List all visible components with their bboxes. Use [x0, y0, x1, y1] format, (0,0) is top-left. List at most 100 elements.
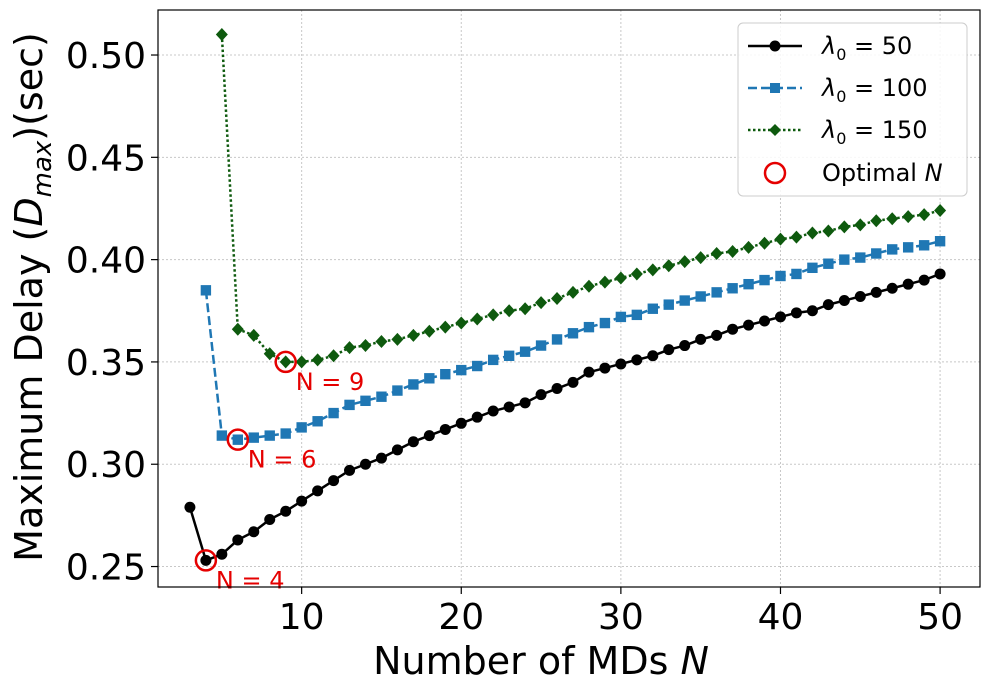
data-point	[871, 248, 882, 259]
data-point	[854, 218, 867, 232]
data-point	[280, 505, 292, 517]
data-point	[263, 347, 276, 361]
data-point	[567, 376, 579, 388]
data-point	[631, 354, 643, 366]
data-point	[918, 208, 931, 222]
data-point	[455, 417, 467, 429]
data-point	[487, 354, 499, 366]
data-point	[535, 296, 548, 310]
data-point	[822, 224, 835, 238]
data-point	[839, 254, 850, 265]
optimal-layer: N = 4 N = 6 N = 9	[194, 350, 364, 594]
data-point	[344, 399, 355, 411]
data-point	[247, 328, 260, 342]
y-axis-title-main: Maximum Delay (	[7, 227, 51, 562]
ticks: 10 20 30 40 50 0.25 0.30 0.35 0.40 0.45 0.50	[66, 36, 963, 638]
legend-marker-optimal-n	[763, 161, 787, 185]
data-point	[423, 430, 435, 442]
data-point	[312, 416, 323, 427]
data-point	[248, 526, 260, 538]
x-tick-label: 40	[758, 597, 804, 638]
legend-marker-lambda-150	[769, 124, 781, 136]
data-point	[407, 328, 420, 342]
data-point	[583, 321, 595, 333]
data-point	[407, 436, 419, 448]
data-point	[647, 303, 658, 314]
data-point	[758, 236, 771, 250]
x-axis-title: Number of MDs N	[373, 639, 709, 683]
data-point	[264, 430, 275, 441]
series-line	[204, 239, 941, 441]
data-point	[887, 244, 898, 255]
y-tick-label: 0.25	[66, 548, 146, 589]
legend-entry-lambda-50: λ0 = 50	[748, 32, 912, 64]
data-point	[200, 554, 212, 566]
data-point	[359, 339, 372, 353]
data-point	[711, 329, 723, 341]
data-point	[439, 423, 451, 435]
data-point	[503, 304, 516, 318]
data-point	[328, 407, 339, 419]
data-point	[790, 230, 803, 244]
data-point	[743, 278, 754, 290]
data-point	[806, 305, 818, 317]
series-1	[200, 236, 946, 445]
data-point	[327, 349, 340, 363]
data-point	[759, 315, 771, 327]
data-point	[647, 350, 659, 362]
data-point	[295, 355, 308, 369]
data-point	[503, 401, 515, 413]
data-point	[743, 319, 755, 331]
x-axis-title-variable: N	[680, 639, 708, 683]
data-point	[902, 210, 915, 224]
data-point	[232, 434, 244, 445]
y-axis-title: Maximum Delay (Dmax)(sec)	[7, 32, 58, 562]
legend-label-optimal-n: Optimal N	[822, 159, 943, 187]
data-point	[678, 255, 691, 269]
data-point	[615, 311, 627, 323]
legend: λ0 = 50 λ0 = 100 λ0 = 150 Optimal N	[737, 22, 968, 197]
series-2	[215, 28, 947, 369]
data-point	[200, 285, 212, 296]
data-point	[343, 341, 356, 355]
data-point	[551, 383, 563, 395]
data-point	[519, 346, 531, 357]
data-point	[423, 324, 436, 338]
data-point	[694, 251, 707, 265]
data-point	[328, 475, 340, 487]
data-point	[614, 271, 627, 285]
data-point	[791, 268, 802, 280]
data-point	[456, 364, 467, 376]
data-point	[598, 275, 611, 289]
series-line	[220, 34, 941, 364]
data-point	[886, 282, 898, 294]
data-point	[663, 299, 674, 310]
data-point	[759, 274, 770, 286]
legend-entry-lambda-100: λ0 = 100	[748, 74, 928, 106]
data-point	[742, 240, 755, 254]
data-point	[726, 244, 739, 258]
legend-entry-optimal-n: Optimal N	[763, 159, 943, 187]
data-point	[487, 308, 500, 322]
optimal-marker	[194, 549, 218, 572]
data-point	[774, 311, 786, 323]
x-tick-label: 50	[917, 597, 963, 638]
data-point	[663, 344, 675, 356]
series-0	[184, 268, 946, 566]
y-tick-label: 0.50	[66, 36, 146, 77]
data-point	[296, 422, 307, 433]
data-point	[775, 270, 786, 282]
data-point	[184, 501, 196, 513]
data-point	[695, 333, 707, 345]
data-point	[870, 214, 883, 228]
y-tick-label: 0.45	[66, 138, 146, 179]
data-point	[487, 405, 499, 417]
optimal-label: N = 4	[216, 566, 285, 594]
data-point	[424, 373, 435, 384]
data-point	[918, 274, 930, 286]
y-tick-label: 0.40	[66, 241, 146, 282]
legend-label-lambda-100: λ0 = 100	[820, 74, 928, 106]
series-layer	[184, 28, 947, 566]
y-axis-title-unit: )(sec)	[7, 32, 51, 141]
data-point	[567, 328, 579, 339]
